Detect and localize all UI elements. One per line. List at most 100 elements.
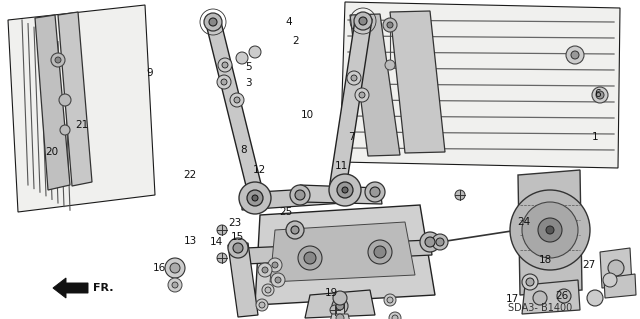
Circle shape [262,284,274,296]
Circle shape [384,294,396,306]
Circle shape [522,202,578,258]
Polygon shape [330,314,350,319]
Text: 14: 14 [209,237,223,247]
Circle shape [165,258,185,278]
Circle shape [425,237,435,247]
Circle shape [359,92,365,98]
Polygon shape [350,14,400,156]
Circle shape [286,221,304,239]
Circle shape [354,12,372,30]
Circle shape [259,302,265,308]
Polygon shape [518,170,582,295]
Circle shape [546,226,554,234]
Polygon shape [205,18,265,202]
Text: 24: 24 [517,217,531,227]
Circle shape [571,51,579,59]
Circle shape [370,187,380,197]
Polygon shape [35,15,70,190]
Circle shape [330,305,340,315]
Circle shape [374,246,386,258]
Circle shape [387,22,393,28]
Text: 2: 2 [292,36,300,46]
Circle shape [533,291,547,305]
Circle shape [233,243,243,253]
Text: 20: 20 [45,147,59,157]
Circle shape [368,240,392,264]
Circle shape [59,94,71,106]
Circle shape [420,232,440,252]
Circle shape [587,290,603,306]
Text: 13: 13 [184,236,196,246]
Polygon shape [390,11,445,153]
Circle shape [557,289,571,303]
Polygon shape [58,12,92,186]
Circle shape [336,302,344,310]
Circle shape [230,93,244,107]
Text: 12: 12 [252,165,266,175]
Text: 3: 3 [244,78,252,88]
Circle shape [234,97,240,103]
Bar [336,302,344,314]
Text: SDA3- B1400: SDA3- B1400 [508,303,572,313]
Circle shape [432,234,448,250]
Text: 11: 11 [334,161,348,171]
Text: 22: 22 [184,170,196,180]
Text: 10: 10 [300,110,314,120]
Circle shape [336,314,344,319]
Circle shape [538,218,562,242]
Circle shape [383,18,397,32]
Circle shape [55,57,61,63]
Polygon shape [340,2,620,168]
Text: 19: 19 [324,288,338,298]
Circle shape [258,263,272,277]
Text: 25: 25 [280,207,292,217]
Circle shape [236,52,248,64]
Circle shape [290,185,310,205]
Polygon shape [600,248,632,288]
Circle shape [295,190,305,200]
Polygon shape [242,186,358,210]
Circle shape [298,246,322,270]
Text: 26: 26 [556,291,568,301]
Circle shape [221,79,227,85]
Text: 17: 17 [506,294,518,304]
Text: 8: 8 [241,145,247,155]
Circle shape [351,75,357,81]
Circle shape [291,226,299,234]
Circle shape [262,267,268,273]
Circle shape [304,252,316,264]
Circle shape [347,71,361,85]
Circle shape [252,195,258,201]
Circle shape [218,58,232,72]
Circle shape [172,282,178,288]
Circle shape [522,274,538,290]
Text: 15: 15 [230,232,244,242]
Circle shape [168,278,182,292]
Circle shape [332,298,348,314]
Circle shape [268,258,282,272]
Polygon shape [8,5,155,212]
Circle shape [510,190,590,270]
Circle shape [249,46,261,58]
Circle shape [385,60,395,70]
Circle shape [228,238,248,258]
Polygon shape [255,205,435,305]
Text: 21: 21 [76,120,88,130]
Circle shape [51,53,65,67]
Circle shape [204,13,222,31]
Circle shape [389,312,401,319]
Circle shape [455,190,465,200]
Text: FR.: FR. [93,283,113,293]
Circle shape [222,62,228,68]
Polygon shape [604,274,636,298]
Circle shape [596,91,604,99]
Circle shape [342,187,348,193]
Text: 5: 5 [246,62,252,72]
Polygon shape [328,19,372,196]
Text: 9: 9 [147,68,154,78]
Text: 4: 4 [285,17,292,27]
Polygon shape [245,240,432,264]
Circle shape [436,238,444,246]
Circle shape [275,277,281,283]
Circle shape [271,273,285,287]
